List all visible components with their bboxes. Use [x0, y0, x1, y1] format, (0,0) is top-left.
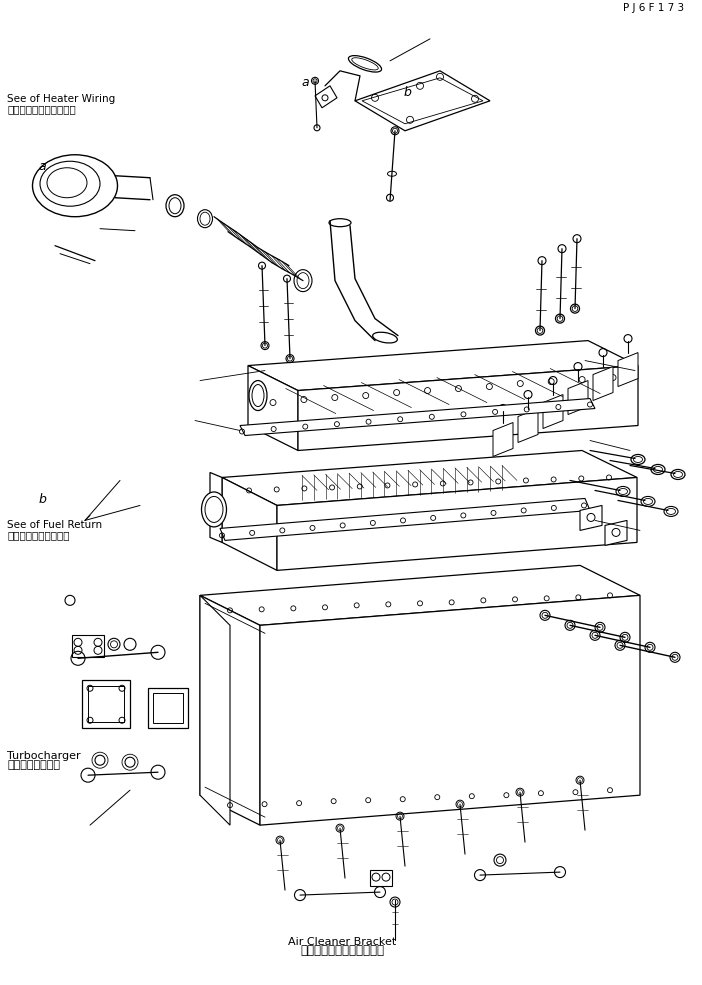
Text: Turbocharger: Turbocharger — [7, 751, 81, 760]
Polygon shape — [210, 473, 222, 543]
Ellipse shape — [166, 195, 184, 217]
Text: フェエルリターン参照: フェエルリターン参照 — [7, 530, 69, 540]
Polygon shape — [260, 595, 640, 825]
Ellipse shape — [388, 171, 397, 176]
Text: a: a — [39, 161, 46, 173]
Bar — [82, 681, 130, 728]
Polygon shape — [618, 353, 638, 386]
Ellipse shape — [671, 470, 685, 480]
Ellipse shape — [40, 162, 100, 206]
Polygon shape — [200, 595, 260, 825]
Text: ヒータワイヤリング参照: ヒータワイヤリング参照 — [7, 104, 76, 114]
Ellipse shape — [631, 454, 645, 465]
Polygon shape — [518, 409, 538, 442]
Ellipse shape — [32, 155, 117, 217]
Bar — [148, 689, 188, 728]
Polygon shape — [240, 399, 595, 435]
Polygon shape — [298, 365, 638, 450]
Polygon shape — [568, 380, 588, 415]
Polygon shape — [222, 450, 637, 505]
Polygon shape — [248, 341, 638, 390]
Text: See of Fuel Return: See of Fuel Return — [7, 520, 102, 530]
Ellipse shape — [249, 380, 267, 411]
Ellipse shape — [197, 210, 213, 228]
Polygon shape — [248, 365, 298, 450]
Polygon shape — [593, 366, 613, 401]
Polygon shape — [200, 565, 640, 625]
Polygon shape — [200, 595, 230, 825]
Bar — [370, 870, 392, 886]
Polygon shape — [493, 423, 513, 456]
Ellipse shape — [664, 506, 678, 516]
Text: ターボチャージャ: ターボチャージャ — [7, 760, 60, 770]
Text: エアークリーナブラケット: エアークリーナブラケット — [300, 944, 385, 957]
Ellipse shape — [294, 270, 312, 292]
Polygon shape — [543, 395, 563, 428]
Ellipse shape — [373, 332, 397, 343]
Ellipse shape — [616, 487, 630, 496]
Ellipse shape — [651, 465, 665, 475]
Bar — [72, 635, 104, 657]
Polygon shape — [580, 505, 602, 530]
Ellipse shape — [348, 55, 382, 72]
Polygon shape — [222, 478, 277, 570]
Ellipse shape — [201, 492, 227, 527]
Polygon shape — [315, 86, 337, 107]
Ellipse shape — [641, 496, 655, 506]
Text: P J 6 F 1 7 3: P J 6 F 1 7 3 — [623, 3, 684, 13]
Text: b: b — [39, 492, 46, 505]
Polygon shape — [605, 520, 627, 546]
Text: b: b — [404, 87, 411, 99]
Bar — [153, 693, 183, 723]
Text: Air Cleaner Bracket: Air Cleaner Bracket — [289, 937, 397, 948]
Polygon shape — [355, 71, 490, 131]
Bar — [88, 687, 124, 722]
Ellipse shape — [329, 219, 351, 227]
Text: See of Heater Wiring: See of Heater Wiring — [7, 95, 115, 104]
Polygon shape — [277, 478, 637, 570]
Polygon shape — [220, 498, 590, 541]
Text: a: a — [302, 77, 310, 90]
